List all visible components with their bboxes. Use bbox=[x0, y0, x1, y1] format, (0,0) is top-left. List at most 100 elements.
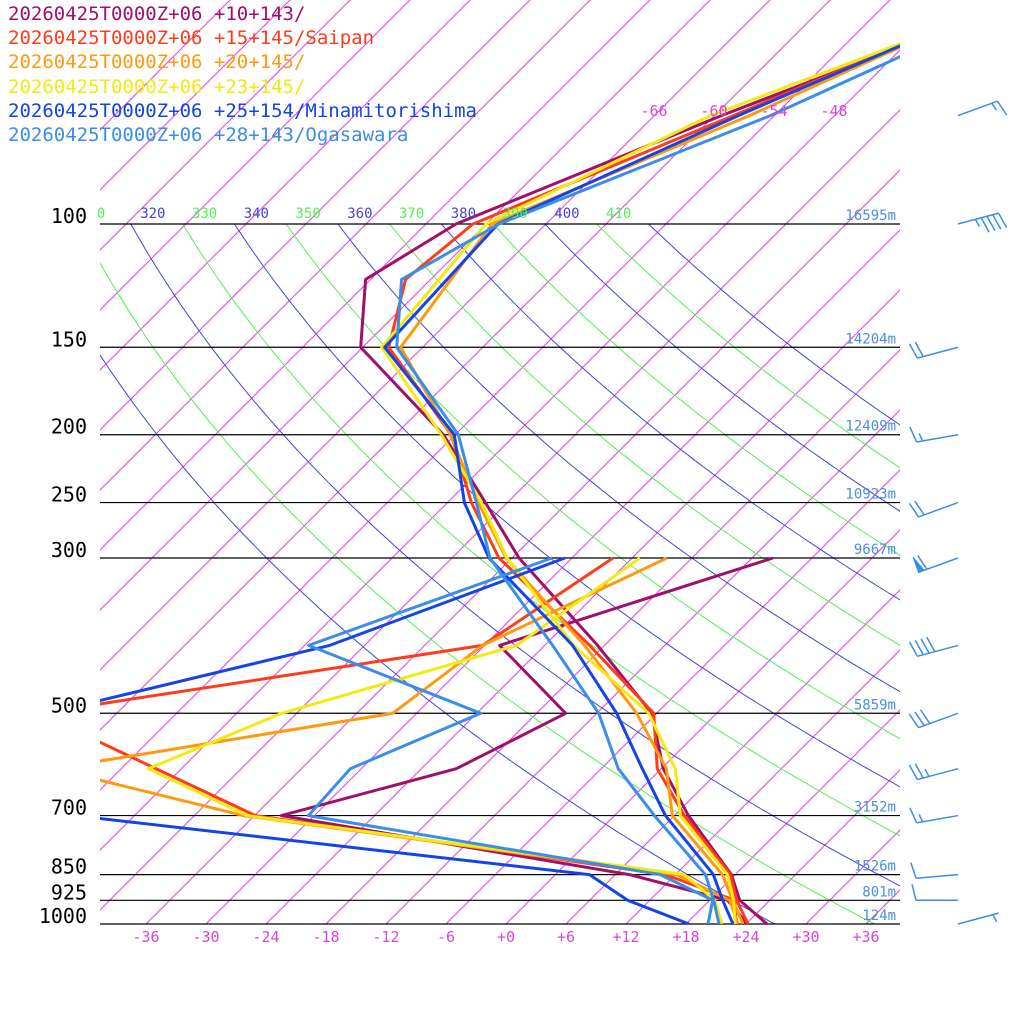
isotherm-grid bbox=[100, 0, 1024, 924]
dry-adiabat-label: 390 bbox=[503, 206, 528, 222]
pressure-label: 200 bbox=[51, 415, 87, 439]
dry-adiabat-label: 330 bbox=[192, 206, 217, 222]
dry-adiabat-label: 360 bbox=[347, 206, 372, 222]
isotherm-line bbox=[625, 649, 900, 924]
height-label: 12409m bbox=[845, 419, 896, 435]
height-label: 124m bbox=[862, 908, 896, 924]
dry-adiabat-line bbox=[595, 224, 900, 469]
temperature-profile bbox=[380, 42, 900, 924]
wind-barb bbox=[908, 636, 959, 658]
pressure-label: 300 bbox=[51, 538, 87, 562]
legend-entry: 20260425T0000Z+06 +25+154/Minamitorishim… bbox=[8, 99, 477, 122]
isotherm-line bbox=[565, 589, 900, 924]
wind-barb bbox=[912, 555, 959, 574]
dry-adiabat-line bbox=[182, 224, 900, 837]
pressure-label: 250 bbox=[51, 483, 87, 507]
isotherm-line bbox=[325, 349, 900, 924]
isotherm-line bbox=[265, 289, 900, 924]
wind-barb bbox=[908, 763, 959, 781]
temperature-tick-label: -18 bbox=[312, 928, 339, 946]
dry-adiabat-label: 380 bbox=[451, 206, 476, 222]
isotherm-line bbox=[986, 0, 1024, 924]
dry-adiabat-label: 370 bbox=[399, 206, 424, 222]
temperature-tick-label: +6 bbox=[557, 928, 575, 946]
dry-adiabat-line bbox=[388, 224, 900, 646]
temperature-tick-label: +24 bbox=[732, 928, 759, 946]
isotherm-label: -54 bbox=[760, 102, 787, 120]
temperature-tick-label: +12 bbox=[612, 928, 639, 946]
pressure-label: 1000 bbox=[39, 904, 87, 928]
pressure-label: 150 bbox=[51, 327, 87, 351]
wind-barb bbox=[908, 500, 959, 518]
dry-adiabat-label: 320 bbox=[140, 206, 165, 222]
dry-adiabat-line bbox=[130, 224, 900, 887]
dry-adiabat-label: 400 bbox=[554, 206, 579, 222]
dry-adiabat-label: 410 bbox=[606, 206, 631, 222]
dewpoint-profile bbox=[100, 556, 690, 924]
temperature-profile bbox=[383, 44, 900, 924]
temperature-tick-label: +0 bbox=[497, 928, 515, 946]
temperature-tick-label: -36 bbox=[132, 928, 159, 946]
temperature-tick-label: +36 bbox=[852, 928, 879, 946]
dry-adiabat-line bbox=[285, 224, 900, 740]
isotherm-line bbox=[505, 529, 900, 924]
temperature-tick-label: -30 bbox=[192, 928, 219, 946]
legend-entry: 20260425T0000Z+06 +20+145/ bbox=[8, 51, 306, 74]
wind-barb bbox=[908, 341, 959, 359]
isotherm-line bbox=[100, 0, 291, 191]
height-label: 9667m bbox=[854, 542, 896, 558]
isotherm-line bbox=[100, 0, 651, 551]
dewpoint-profile bbox=[306, 556, 715, 924]
wind-barb bbox=[957, 912, 999, 925]
wind-barb bbox=[957, 100, 1008, 117]
isotherm-line bbox=[205, 229, 900, 924]
temperature-tick-label: -24 bbox=[252, 928, 279, 946]
isotherm-label: -48 bbox=[820, 102, 847, 120]
legend-entry: 20260425T0000Z+06 +15+145/Saipan bbox=[8, 27, 375, 50]
isotherm-line bbox=[100, 0, 531, 431]
height-label: 801m bbox=[862, 884, 896, 900]
wind-barbs bbox=[908, 100, 1008, 925]
isotherm-line bbox=[685, 709, 900, 924]
temperature-profile bbox=[399, 45, 900, 924]
sounding-profiles bbox=[100, 42, 900, 924]
isotherm-line bbox=[385, 409, 900, 924]
pressure-label: 925 bbox=[51, 880, 87, 904]
dry-adiabat-line bbox=[100, 261, 876, 924]
isotherm-line bbox=[805, 829, 900, 924]
pressure-label: 700 bbox=[51, 796, 87, 820]
temperature-tick-label: -12 bbox=[372, 928, 399, 946]
isotherm-line bbox=[100, 0, 831, 731]
isotherm-line bbox=[445, 469, 900, 924]
temperature-profile bbox=[395, 55, 900, 924]
dry-adiabat-label: 0 bbox=[97, 206, 105, 222]
temperature-profile bbox=[359, 45, 900, 924]
isotherm-line bbox=[100, 0, 591, 491]
legend-entry: 20260425T0000Z+06 +10+143/ bbox=[8, 3, 306, 25]
isotherm-label: -60 bbox=[700, 102, 727, 120]
temperature-profile bbox=[387, 43, 900, 924]
isotherm-line bbox=[100, 0, 771, 671]
dewpoint-profile bbox=[146, 556, 724, 924]
wind-barb bbox=[957, 212, 1008, 233]
dry-adiabat-label: 340 bbox=[244, 206, 269, 222]
wind-barb bbox=[910, 862, 959, 880]
height-label: 5859m bbox=[854, 697, 896, 713]
temperature-tick-label: +30 bbox=[792, 928, 819, 946]
temperature-tick-label: +18 bbox=[672, 928, 699, 946]
isotherm-line bbox=[100, 0, 351, 251]
pressure-label: 100 bbox=[51, 204, 87, 228]
wind-barb bbox=[911, 884, 958, 902]
isotherm-line bbox=[100, 0, 231, 131]
isotherm-line bbox=[100, 0, 711, 611]
temperature-tick-label: -6 bbox=[437, 928, 455, 946]
dry-adiabat-label: 350 bbox=[295, 206, 320, 222]
dry-adiabat-line bbox=[544, 224, 900, 512]
isotherm-line bbox=[100, 49, 900, 851]
legend-entry: 20260425T0000Z+06 +23+145/ bbox=[8, 75, 306, 98]
dry-adiabat-line bbox=[492, 224, 900, 556]
dry-adiabat-line bbox=[100, 354, 776, 924]
